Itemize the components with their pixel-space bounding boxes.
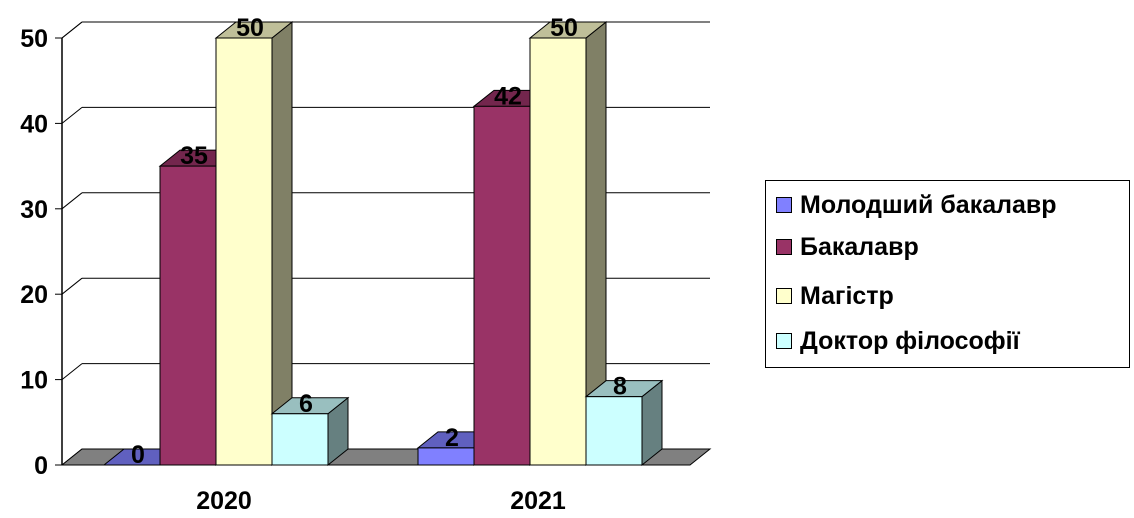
y-tick-label-2: 20 <box>20 281 48 309</box>
gridline-diag-2 <box>62 278 82 294</box>
y-tick-label-0: 0 <box>34 452 48 480</box>
legend-item-1: Бакалавр <box>776 233 919 261</box>
x-tick-label-0: 2020 <box>196 487 252 513</box>
legend-label-0: Молодший бакалавр <box>800 191 1057 220</box>
bar-front-2021-3 <box>586 397 642 465</box>
legend-label-3: Доктор філософії <box>800 327 1020 356</box>
x-axis-ticks: 2020 2021 <box>196 487 566 513</box>
value-label-2020-1: 35 <box>180 142 208 170</box>
y-tick-label-1: 10 <box>20 367 48 395</box>
value-label-2021-0: 2 <box>445 424 459 452</box>
x-tick-label-1: 2021 <box>510 487 566 513</box>
bar-2020-2 <box>216 22 292 465</box>
bar-side-2020-2 <box>272 22 292 465</box>
gridlines <box>62 22 710 380</box>
legend-swatch-0 <box>776 197 792 213</box>
gridline-diag-4 <box>62 107 82 123</box>
y-tick-label-4: 40 <box>20 110 48 138</box>
y-tick-label-3: 30 <box>20 196 48 224</box>
y-tick-label-5: 50 <box>20 25 48 53</box>
legend-item-3: Доктор філософії <box>776 327 1020 355</box>
legend-swatch-3 <box>776 333 792 349</box>
bar-front-2021-2 <box>530 38 586 465</box>
legend-item-2: Магістр <box>776 282 894 310</box>
gridline-diag-3 <box>62 193 82 209</box>
legend-label-2: Магістр <box>800 282 894 311</box>
y-axis-ticks: 0 10 20 30 40 50 <box>20 25 62 480</box>
value-label-2020-2: 50 <box>236 14 264 42</box>
bar-front-2021-1 <box>474 106 530 465</box>
legend-item-0: Молодший бакалавр <box>776 191 1057 219</box>
bar-front-2020-2 <box>216 38 272 465</box>
bar-front-2020-3 <box>272 414 328 465</box>
value-label-2020-0: 0 <box>131 441 145 469</box>
gridline-diag-5 <box>62 22 82 38</box>
bars <box>104 22 662 465</box>
legend-swatch-2 <box>776 288 792 304</box>
value-label-2021-1: 42 <box>494 82 522 110</box>
value-label-2021-3: 8 <box>613 373 627 401</box>
bar-front-2020-1 <box>160 166 216 465</box>
legend: Молодший бакалавр Бакалавр Магістр Докто… <box>765 180 1130 368</box>
value-label-2021-2: 50 <box>550 14 578 42</box>
legend-swatch-1 <box>776 239 792 255</box>
gridline-diag-1 <box>62 364 82 380</box>
value-label-2020-3: 6 <box>299 390 313 418</box>
legend-label-1: Бакалавр <box>800 233 919 262</box>
